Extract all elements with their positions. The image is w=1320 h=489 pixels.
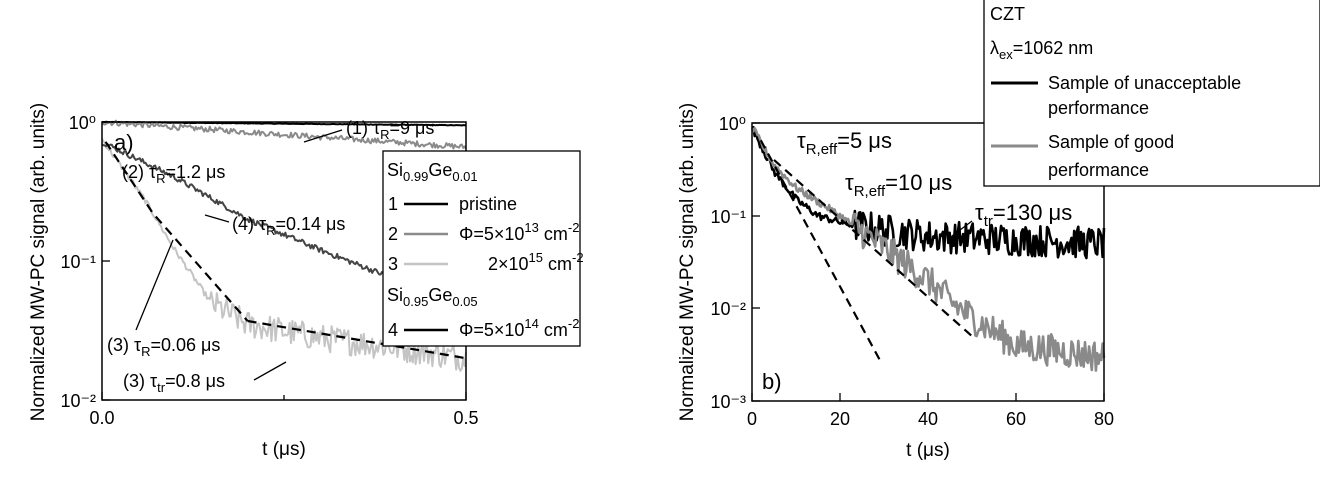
legend-a-row-2-number: 2 [388, 224, 398, 244]
legend-b-wavelength: λex=1062 nm [990, 38, 1093, 62]
annotation-a3t: (3) τtr=0.8 μs [123, 371, 225, 395]
panel-b-x-label: t (μs) [906, 440, 950, 461]
annotation-b-fit-1: τR,eff=5 μs [797, 128, 892, 158]
panel-a-fit-1-dashed-line [104, 141, 249, 322]
annotation-b-trap-arrow [951, 220, 973, 237]
panel-b-y-tick-0: 10⁻³ [710, 392, 746, 412]
annotation-b-trap: τtr=130 μs [975, 200, 1072, 230]
panel-b-x-tick-0: 0 [747, 409, 757, 429]
legend-a-row-1-number: 1 [388, 194, 398, 214]
panel-b-label: b) [762, 369, 782, 394]
legend-b-title: CZT [990, 4, 1025, 24]
legend-a-row-3-number: 3 [388, 254, 398, 274]
legend-b-entry-2-line-1: Sample of good [1048, 132, 1174, 152]
panel-a-x-label: t (μs) [262, 439, 306, 460]
panel-b-x-tick-4: 80 [1094, 409, 1114, 429]
legend-a-header-1: Si0.99Ge0.01 [387, 160, 478, 184]
annotation-b-fit-2: τR,eff=10 μs [845, 170, 952, 200]
panel-b-fits [759, 139, 973, 361]
panel-b-y-tick-3: 10⁰ [719, 114, 746, 134]
panel-a-legend-box [382, 150, 581, 347]
panel-b-y-tick-1: 10⁻² [710, 299, 746, 319]
panel-b-legend: CZT λex=1062 nm Sample of unacceptable p… [983, 0, 1320, 187]
legend-a-row-4-label: Φ=5×1014 cm-2 [459, 316, 579, 340]
annotation-a3r-arrow [135, 239, 174, 331]
panel-b-series-2-line [750, 126, 1106, 372]
panel-a-legend: Si0.99Ge0.01 1 pristine 2 Φ=5×1013 cm-2 … [382, 150, 584, 347]
panel-b-series-1-line [751, 126, 1106, 260]
panel-b-y-label: Normalized MW-PC signal (arb. units) [677, 103, 698, 422]
annotation-a2: (2) τR=1.2 μs [122, 162, 225, 186]
annotation-a3r: (3) τR=0.06 μs [107, 335, 220, 359]
legend-a-row-4-number: 4 [388, 320, 398, 340]
legend-b-entry-1-line-1: Sample of unacceptable [1048, 73, 1241, 93]
panel-a-series-2-line [101, 119, 467, 150]
panel-a-fit-2-dashed-line [247, 319, 467, 360]
legend-a-row-3-label: 2×1015 cm-2 [488, 250, 584, 274]
annotation-a1: (1) τR=9 μs [346, 118, 434, 142]
annotation-a1-arrow [303, 129, 343, 143]
panel-b-x-tick-3: 60 [1006, 409, 1026, 429]
panel-a-x-tick-0: 0.0 [89, 408, 114, 428]
panel-b: 0 20 40 60 80 10⁻³ 10⁻² 10⁻¹ 10⁰ t (μs) … [677, 0, 1320, 461]
panel-a-y-tick-2: 10⁰ [69, 113, 96, 133]
panel-a-tick-marks [101, 121, 467, 401]
panel-a-y-tick-0: 10⁻² [60, 391, 96, 411]
panel-b-fit-1-dashed-line [759, 139, 881, 361]
panel-b-legend-box [983, 0, 1320, 187]
panel-a-y-tick-1: 10⁻¹ [60, 252, 96, 272]
annotation-a4-arrow [204, 214, 230, 223]
panel-a: 0.0 0.5 10⁻² 10⁻¹ 10⁰ t (μs) Normalized … [28, 103, 584, 460]
legend-a-header-2: Si0.95Ge0.05 [387, 285, 478, 309]
annotation-a3t-arrow [253, 361, 287, 381]
panel-a-series-3-line [101, 138, 467, 372]
panel-a-y-label: Normalized MW-PC signal (arb. units) [28, 103, 49, 422]
legend-b-entry-1-line-2: performance [1048, 98, 1149, 118]
panel-a-fits [104, 141, 467, 360]
panel-a-x-tick-1: 0.5 [453, 408, 478, 428]
panel-b-series [750, 126, 1106, 372]
annotation-a4: (4) τR=0.14 μs [232, 214, 345, 238]
panel-b-tick-marks [751, 122, 1105, 402]
panel-b-y-tick-2: 10⁻¹ [710, 207, 746, 227]
legend-a-row-2-label: Φ=5×1013 cm-2 [459, 220, 579, 244]
panel-a-label: a) [114, 130, 134, 155]
panel-b-x-tick-2: 40 [918, 409, 938, 429]
legend-a-row-1-label: pristine [459, 194, 517, 214]
panel-b-x-tick-1: 20 [830, 409, 850, 429]
legend-b-entry-2-line-2: performance [1048, 160, 1149, 180]
